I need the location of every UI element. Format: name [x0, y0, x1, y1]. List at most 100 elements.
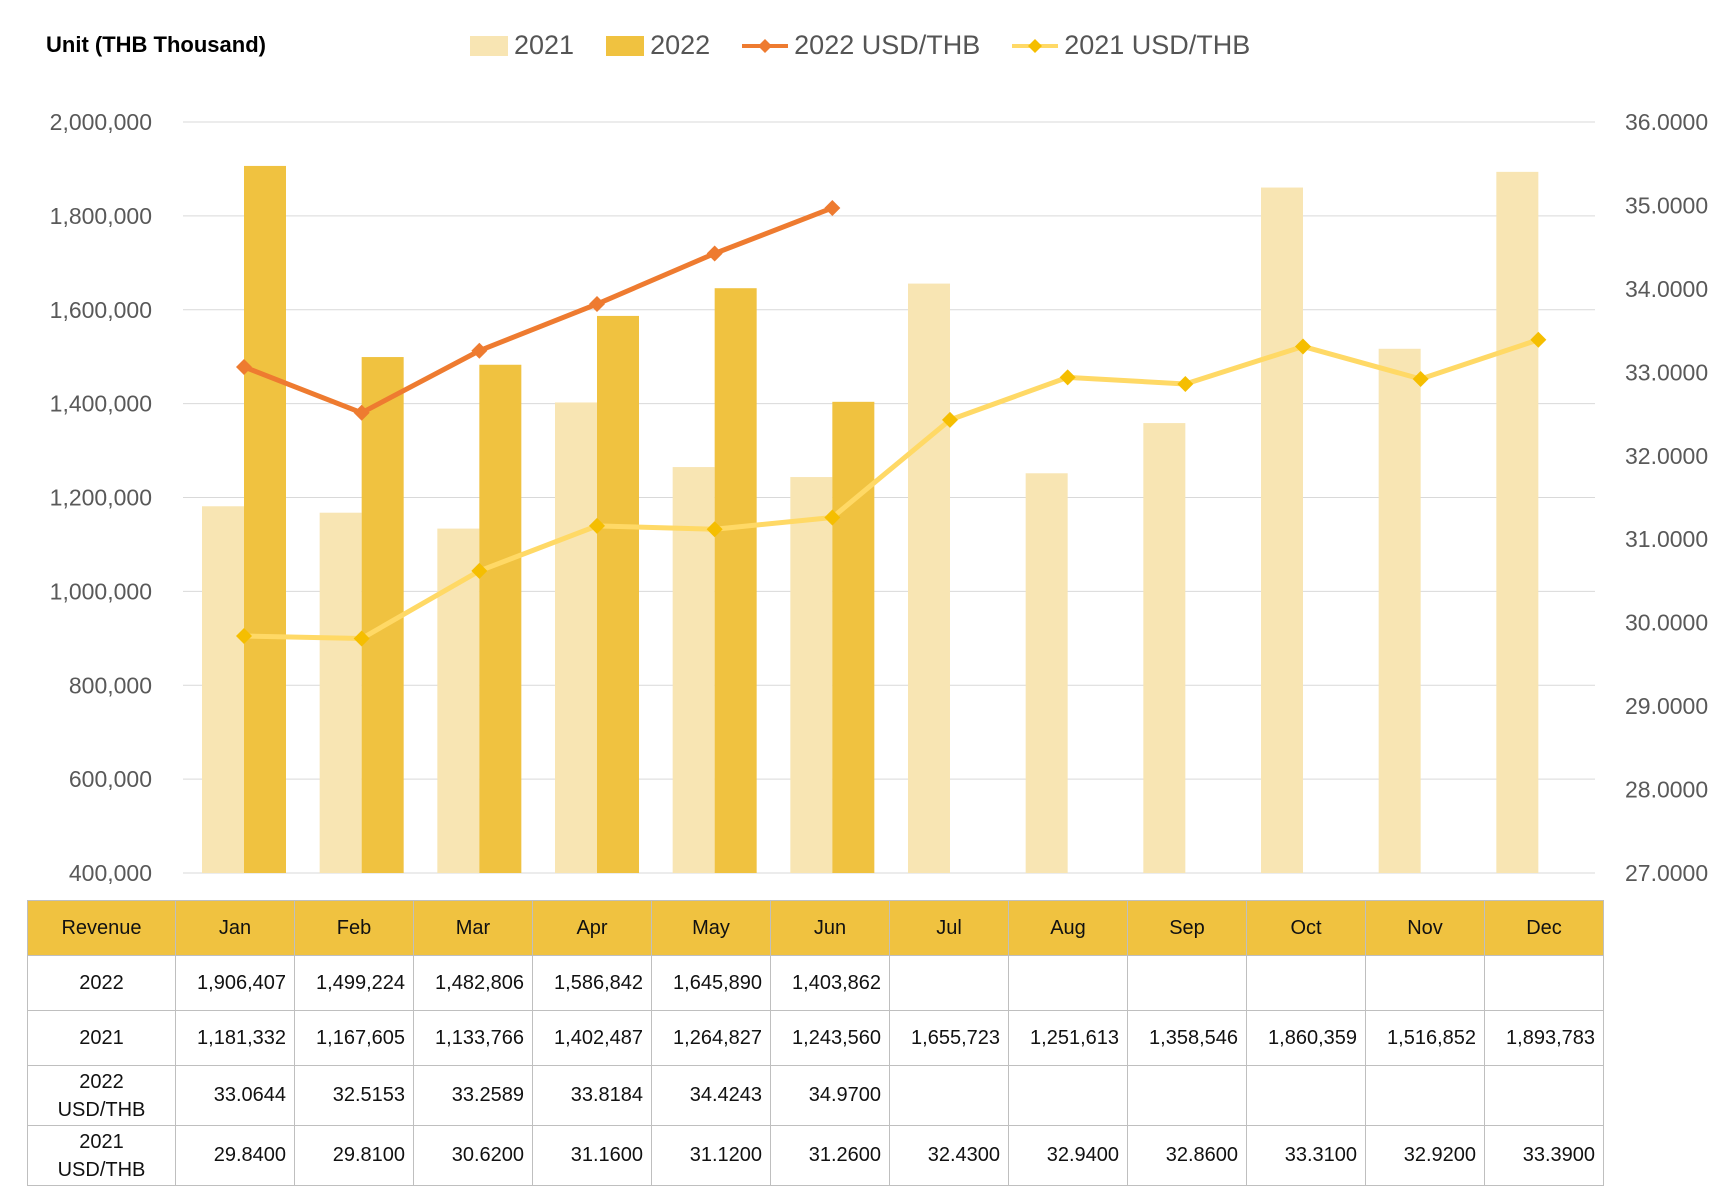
legend-swatch-2021-usd-thb	[1012, 38, 1059, 53]
table-row-label: 2021	[27, 1010, 176, 1066]
line-2022-usd-thb	[243, 205, 834, 416]
bar-2022-may	[714, 288, 757, 873]
table-header-month: Jan	[175, 900, 295, 956]
legend-item-2021-usd-thb: 2021 USD/THB	[1012, 30, 1250, 61]
table-cell	[1246, 1065, 1366, 1126]
table-row-label: 2022	[27, 955, 176, 1011]
line-2021-usd-thb-marker	[471, 562, 488, 579]
table-header-month: Jun	[770, 900, 890, 956]
legend: 2021 2022 2022 USD/THB 2021 USD/THB	[470, 30, 1282, 61]
table-cell: 29.8400	[175, 1125, 295, 1186]
y-left-tick-label: 1,800,000	[50, 203, 152, 229]
bar-2021-jun	[790, 477, 833, 873]
table-header-month: Aug	[1008, 900, 1128, 956]
line-2021-usd-thb-marker	[1177, 376, 1194, 393]
y-left-tick-label: 1,600,000	[50, 297, 152, 323]
table-cell	[1127, 1065, 1247, 1126]
table-cell: 1,655,723	[889, 1010, 1009, 1066]
table-cell: 31.1600	[532, 1125, 652, 1186]
table-row: 2021 USD/THB 29.8400 29.8100 30.6200 31.1600 3…	[27, 1125, 1604, 1186]
line-2021-usd-thb-marker	[1530, 331, 1547, 348]
table-header-month: May	[651, 900, 771, 956]
line-2022-usd-thb-marker	[471, 342, 488, 359]
table-cell: 31.1200	[651, 1125, 771, 1186]
bar-2021-oct	[1261, 187, 1303, 873]
table-cell: 1,251,613	[1008, 1010, 1128, 1066]
line-2021-usd-thb-marker	[1412, 371, 1429, 388]
table-cell: 1,264,827	[651, 1010, 771, 1066]
bar-2021-jan	[202, 506, 244, 873]
table-cell: 32.9200	[1365, 1125, 1485, 1186]
table-header-row: Revenue Jan Feb Mar Apr May Jun Jul Aug Sep Oct Nov…	[27, 900, 1604, 956]
table-cell: 34.4243	[651, 1065, 771, 1126]
bar-2022-apr	[597, 315, 639, 873]
y-right-tick-label: 32.0000	[1625, 443, 1708, 469]
line-2021-usd-thb-marker	[1295, 338, 1311, 355]
table-cell: 1,167,605	[294, 1010, 414, 1066]
table-row: 2021 1,181,332 1,167,605 1,133,766 1,402,487…	[27, 1010, 1604, 1066]
table-cell: 29.8100	[294, 1125, 414, 1186]
table-cell: 1,893,783	[1484, 1010, 1604, 1066]
line-2021-usd-thb-marker	[236, 628, 252, 645]
bar-2022-jan	[244, 165, 286, 873]
table-cell: 32.9400	[1008, 1125, 1128, 1186]
table-cell: 33.0644	[175, 1065, 295, 1126]
line-2021-usd-thb-marker	[706, 521, 723, 538]
table-row: 2022 USD/THB 33.0644 32.5153 33.2589 33.8184 3…	[27, 1065, 1604, 1126]
table-header-month: Apr	[532, 900, 652, 956]
line-2021-usd-thb-marker	[942, 411, 958, 428]
line-2021-usd-thb-marker	[1059, 369, 1076, 386]
table-row-label: 2021 USD/THB	[27, 1125, 176, 1186]
legend-swatch-2022	[606, 35, 645, 56]
line-2022-usd-thb-marker	[353, 404, 370, 421]
table-cell: 30.6200	[413, 1125, 533, 1186]
y-right-tick-label: 33.0000	[1625, 359, 1708, 385]
line-2021-usd-thb-marker	[824, 509, 841, 526]
revenue-chart: 400,000 600,000 800,000 1,000,000 1,200,000 1…	[50, 109, 1708, 886]
table-cell: 34.9700	[770, 1065, 890, 1126]
unit-label: Unit (THB Thousand)	[46, 32, 266, 57]
table-cell: 1,499,224	[294, 955, 414, 1011]
line-2021-usd-thb-marker	[589, 517, 605, 534]
table-cell	[1484, 1065, 1604, 1126]
bar-2021-may	[672, 467, 715, 873]
bar-2022-feb	[361, 357, 404, 873]
table-header-month: Oct	[1246, 900, 1366, 956]
table-cell	[1127, 955, 1247, 1011]
y-left-tick-label: 400,000	[69, 860, 152, 886]
table-cell: 32.4300	[889, 1125, 1009, 1186]
bar-2021-sep	[1143, 423, 1186, 873]
line-2021-usd-thb-marker	[353, 630, 370, 647]
table-cell: 33.8184	[532, 1065, 652, 1126]
table-cell: 1,403,862	[770, 955, 890, 1011]
table-cell: 1,181,332	[175, 1010, 295, 1066]
table-cell: 33.3100	[1246, 1125, 1366, 1186]
table-header-month: Mar	[413, 900, 533, 956]
legend-label-2021-usd-thb: 2021 USD/THB	[1064, 30, 1251, 60]
table-cell: 33.3900	[1484, 1125, 1604, 1186]
table-cell	[1484, 955, 1604, 1011]
y-right-tick-label: 29.0000	[1625, 693, 1708, 719]
bar-2022-mar	[479, 364, 522, 873]
table-header-month: Feb	[294, 900, 414, 956]
y-left-tick-label: 600,000	[69, 766, 152, 792]
y-right-tick-label: 30.0000	[1625, 610, 1708, 636]
legend-item-2022-usd-thb: 2022 USD/THB	[742, 30, 980, 61]
table-cell: 31.2600	[770, 1125, 890, 1186]
y-left-tick-label: 1,000,000	[50, 578, 152, 604]
y-right-tick-label: 28.0000	[1625, 777, 1708, 803]
legend-label-2022: 2022	[650, 30, 711, 60]
table-cell	[889, 1065, 1009, 1126]
line-2022-usd-thb-marker	[589, 296, 605, 313]
bar-2021-nov	[1378, 348, 1421, 873]
table-cell: 1,906,407	[175, 955, 295, 1011]
line-2022-usd-thb-marker	[824, 199, 841, 216]
legend-swatch-2021	[470, 35, 508, 56]
table-cell	[1246, 955, 1366, 1011]
bar-2021-dec	[1496, 171, 1539, 874]
y-right-tick-label: 34.0000	[1625, 276, 1708, 302]
table-header-month: Dec	[1484, 900, 1604, 956]
table-cell: 1,516,852	[1365, 1010, 1485, 1066]
table-cell: 32.8600	[1127, 1125, 1247, 1186]
table-cell: 1,243,560	[770, 1010, 890, 1066]
